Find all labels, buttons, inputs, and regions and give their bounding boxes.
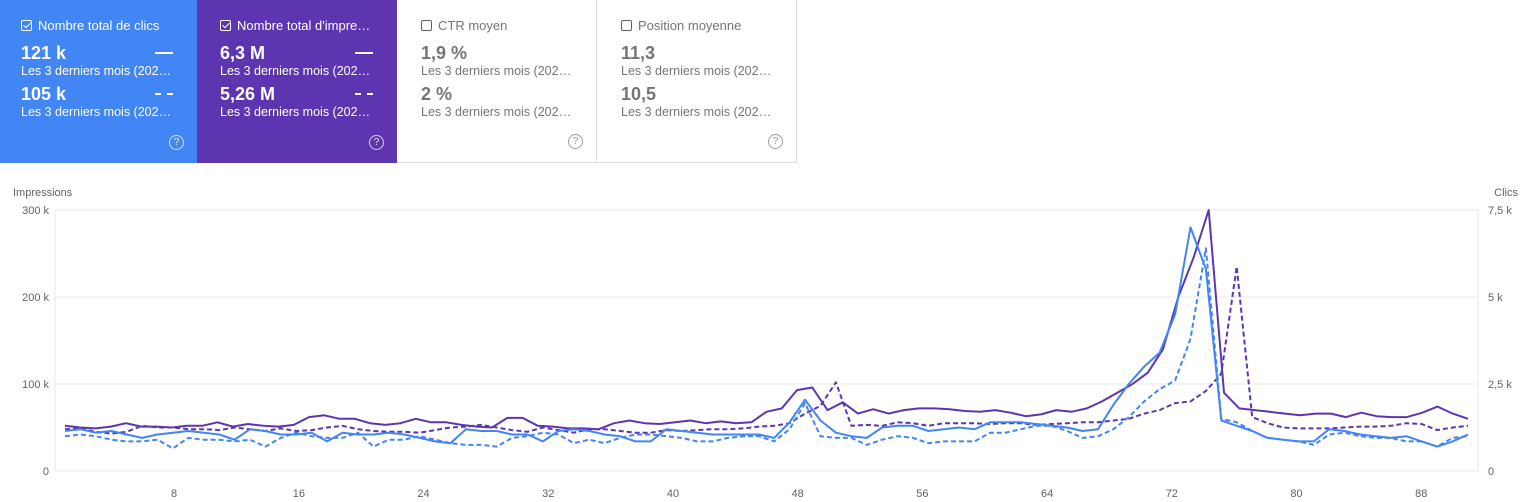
series-line-impressions_current xyxy=(64,209,1469,431)
y-right-tick-label: 7,5 k xyxy=(1488,205,1512,217)
metric-period: Les 3 derniers mois (202… xyxy=(21,64,172,78)
metric-period: Les 3 derniers mois (202… xyxy=(621,105,772,119)
x-tick-label: 72 xyxy=(1166,488,1178,500)
y-right-tick-label: 0 xyxy=(1488,466,1494,478)
checkbox-unchecked-icon[interactable] xyxy=(621,19,632,31)
y-left-tick-label: 200 k xyxy=(22,292,49,304)
right-axis-title: Clics xyxy=(1494,187,1518,199)
help-icon[interactable]: ? xyxy=(369,135,384,150)
card-header[interactable]: CTR moyen xyxy=(421,17,596,33)
series-line-clicks_current xyxy=(64,226,1469,448)
x-tick-label: 24 xyxy=(417,488,429,500)
solid-line-icon xyxy=(355,52,373,54)
checkbox-checked-icon[interactable] xyxy=(220,19,231,31)
card-avg-ctr[interactable]: CTR moyen 1,9 % Les 3 derniers mois (202… xyxy=(397,0,597,163)
card-total-impressions[interactable]: Nombre total d'impre… 6,3 M Les 3 dernie… xyxy=(197,0,397,163)
metric-previous: 10,5 Les 3 derniers mois (202… xyxy=(621,84,796,120)
metric-period: Les 3 derniers mois (202… xyxy=(421,64,572,78)
metric-current: 1,9 % Les 3 derniers mois (202… xyxy=(421,43,596,79)
help-icon[interactable]: ? xyxy=(768,134,783,149)
card-label: Nombre total d'impre… xyxy=(237,17,371,33)
series-line-impressions_previous xyxy=(64,265,1469,435)
metric-period: Les 3 derniers mois (202… xyxy=(421,105,572,119)
metric-previous: 2 % Les 3 derniers mois (202… xyxy=(421,84,596,120)
y-left-tick-label: 300 k xyxy=(22,205,49,217)
metric-cards: Nombre total de clics 121 k Les 3 dernie… xyxy=(0,0,797,163)
x-tick-label: 64 xyxy=(1041,488,1053,500)
metric-value: 1,9 % xyxy=(421,43,468,63)
metric-current: 11,3 Les 3 derniers mois (202… xyxy=(621,43,796,79)
card-label: Nombre total de clics xyxy=(38,17,160,33)
metric-value: 2 % xyxy=(421,84,453,104)
metric-period: Les 3 derniers mois (202… xyxy=(21,105,172,119)
metric-current: 6,3 M Les 3 derniers mois (202… xyxy=(220,43,397,79)
metric-value: 121 k xyxy=(21,43,67,63)
card-avg-position[interactable]: Position moyenne 11,3 Les 3 derniers moi… xyxy=(597,0,797,163)
dashed-line-icon xyxy=(155,93,173,95)
metric-value: 5,26 M xyxy=(220,84,276,104)
x-tick-label: 56 xyxy=(916,488,928,500)
x-tick-label: 16 xyxy=(293,488,305,500)
series-line-clicks_previous xyxy=(64,247,1469,450)
metric-current: 121 k Les 3 derniers mois (202… xyxy=(21,43,197,79)
metric-previous: 5,26 M Les 3 derniers mois (202… xyxy=(220,84,397,120)
card-label: CTR moyen xyxy=(438,17,508,33)
x-tick-label: 8 xyxy=(171,488,177,500)
checkbox-unchecked-icon[interactable] xyxy=(421,19,432,31)
solid-line-icon xyxy=(155,52,173,54)
metric-value: 105 k xyxy=(21,84,67,104)
help-icon[interactable]: ? xyxy=(568,134,583,149)
metric-value: 6,3 M xyxy=(220,43,266,63)
metric-previous: 105 k Les 3 derniers mois (202… xyxy=(21,84,197,120)
metric-period: Les 3 derniers mois (202… xyxy=(220,105,371,119)
card-header[interactable]: Position moyenne xyxy=(621,17,796,33)
left-axis-title: Impressions xyxy=(13,187,73,199)
x-tick-label: 88 xyxy=(1415,488,1427,500)
x-tick-label: 48 xyxy=(792,488,804,500)
card-label: Position moyenne xyxy=(638,17,742,33)
performance-chart[interactable]: 0 0 100 k 2,5 k 200 k 5 k 300 k 7,5 k 8 16 24 32 40 4… xyxy=(0,180,1533,502)
y-left-tick-label: 100 k xyxy=(22,379,49,391)
metric-period: Les 3 derniers mois (202… xyxy=(621,64,772,78)
card-header[interactable]: Nombre total d'impre… xyxy=(220,17,397,33)
help-icon[interactable]: ? xyxy=(169,135,184,150)
checkbox-checked-icon[interactable] xyxy=(21,19,32,31)
metric-value: 11,3 xyxy=(621,43,656,63)
dashed-line-icon xyxy=(355,93,373,95)
metric-period: Les 3 derniers mois (202… xyxy=(220,64,371,78)
card-header[interactable]: Nombre total de clics xyxy=(21,17,197,33)
y-right-tick-label: 5 k xyxy=(1488,292,1503,304)
metric-value: 10,5 xyxy=(621,84,657,104)
y-right-tick-label: 2,5 k xyxy=(1488,379,1512,391)
y-left-tick-label: 0 xyxy=(43,466,49,478)
x-tick-label: 32 xyxy=(542,488,554,500)
x-tick-label: 40 xyxy=(667,488,679,500)
card-total-clicks[interactable]: Nombre total de clics 121 k Les 3 dernie… xyxy=(0,0,197,163)
x-tick-label: 80 xyxy=(1290,488,1302,500)
